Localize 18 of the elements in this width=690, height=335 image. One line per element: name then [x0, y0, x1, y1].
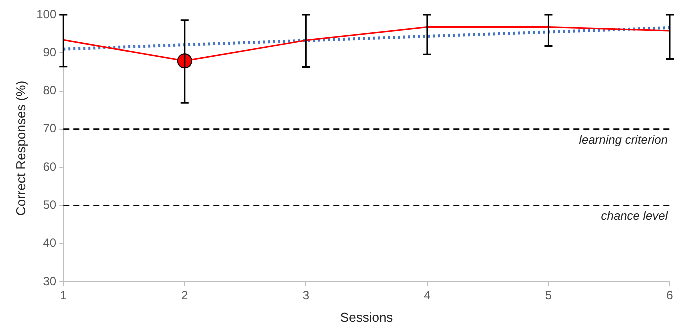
y-axis-title: Correct Responses (%): [13, 80, 28, 216]
x-tick-label: 4: [424, 288, 432, 303]
x-axis-title: Sessions: [340, 310, 394, 325]
x-tick-label: 5: [545, 288, 552, 303]
y-tick-label: 80: [43, 84, 57, 98]
y-tick-label: 60: [43, 160, 57, 174]
y-tick-label: 90: [43, 45, 57, 60]
x-tick-label: 3: [302, 288, 310, 303]
y-tick-label: 50: [43, 198, 57, 212]
ref-line-label: chance level: [601, 209, 668, 224]
y-tick-label: 70: [43, 122, 57, 136]
x-tick-label: 1: [60, 288, 68, 303]
x-tick-label: 6: [666, 288, 674, 303]
y-tick-label: 100: [36, 7, 57, 22]
y-tick-label: 40: [43, 236, 57, 250]
ref-line-label: learning criterion: [579, 132, 668, 147]
y-tick-label: 30: [43, 274, 57, 288]
x-tick-label: 2: [182, 288, 189, 303]
